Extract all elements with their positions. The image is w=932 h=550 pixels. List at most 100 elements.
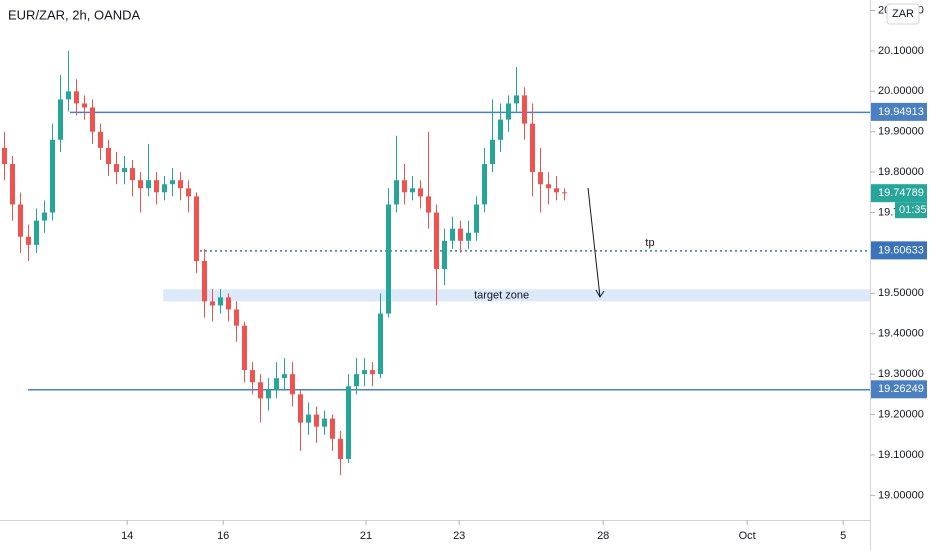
target-zone [163, 289, 870, 302]
y-tick-label: 19.90000 [878, 126, 924, 138]
candle-body [338, 438, 343, 459]
candle-body [546, 184, 551, 189]
currency-button[interactable] [886, 3, 920, 25]
candle-body [122, 168, 127, 173]
candle-body [530, 123, 535, 173]
chart-title: EUR/ZAR, 2h, OANDA [8, 7, 141, 22]
candle-body [442, 240, 447, 270]
candle-body [466, 232, 471, 241]
arrow-head [595, 289, 605, 298]
x-tick-label: 5 [840, 530, 846, 542]
candle-body [42, 212, 47, 221]
x-tick-label: 21 [360, 530, 372, 542]
candle-body [490, 139, 495, 165]
candle-body [554, 188, 559, 193]
candle-body [154, 180, 159, 193]
candle-body [210, 301, 215, 306]
candle-body [562, 192, 567, 194]
x-tick-label: 23 [453, 530, 465, 542]
candle-body [322, 418, 327, 427]
level-price-tag [871, 241, 927, 260]
level-price-tag-label: 19.26249 [878, 383, 924, 395]
countdown-bg [895, 202, 927, 219]
candle-body [330, 418, 335, 439]
candle-body [218, 297, 223, 306]
candle-body [50, 139, 55, 213]
y-tick-label: 19.30000 [878, 368, 924, 380]
candle-body [434, 212, 439, 270]
candle-body [410, 188, 415, 193]
candle-body [106, 147, 111, 165]
candle-body [378, 313, 383, 375]
candle-body [226, 297, 231, 310]
candle-body [418, 188, 423, 197]
candle-body [98, 131, 103, 148]
y-tick-label: 19.10000 [878, 449, 924, 461]
candle-body [474, 204, 479, 233]
candle-body [194, 196, 199, 262]
x-tick-label: Oct [739, 530, 756, 542]
candle-body [402, 180, 407, 193]
candle-body [258, 382, 263, 399]
candle-body [498, 119, 503, 140]
x-tick-label: 14 [121, 530, 133, 542]
y-tick-label: 19.40000 [878, 328, 924, 340]
y-tick-label: 19.80000 [878, 166, 924, 178]
candle-body [274, 378, 279, 391]
candle-body [18, 204, 23, 237]
level-label: tp [645, 237, 654, 249]
y-tick-label: 19.50000 [878, 287, 924, 299]
candle-body [346, 386, 351, 459]
countdown: 01:35 [899, 204, 927, 216]
candle-body [450, 228, 455, 241]
candle-body [242, 325, 247, 371]
y-tick-label: 20.10000 [878, 45, 924, 57]
candle-body [2, 147, 7, 165]
candle-body [170, 180, 175, 185]
candle-body [178, 180, 183, 189]
candle-body [458, 228, 463, 241]
y-tick-label: 19.00000 [878, 489, 924, 501]
candle-body [146, 180, 151, 189]
candle-body [130, 168, 135, 181]
candle-body [290, 374, 295, 395]
level-price-tag-label: 19.94913 [878, 106, 924, 118]
candle-body [26, 236, 31, 245]
candle-body [314, 414, 319, 427]
candle-body [354, 374, 359, 387]
candle-body [522, 95, 527, 124]
candle-body [482, 164, 487, 205]
candle-body [514, 95, 519, 104]
y-tick-label: 19.20000 [878, 408, 924, 420]
candle-body [266, 390, 271, 399]
currency-button-label[interactable]: ZAR [892, 8, 914, 20]
zone-label: target zone [474, 289, 529, 301]
candle-body [370, 370, 375, 375]
candle-body [202, 261, 207, 302]
candle-body [34, 220, 39, 245]
candle-body [298, 394, 303, 423]
candle-body [282, 374, 287, 379]
candle-body [66, 91, 71, 100]
candle-body [82, 103, 87, 108]
candle-body [362, 370, 367, 375]
candle-body [306, 414, 311, 423]
candle-body [74, 91, 79, 104]
y-tick-label: 20.00000 [878, 85, 924, 97]
candle-body [186, 188, 191, 197]
candle-body [538, 172, 543, 185]
current-price-tag-label: 19.74789 [878, 187, 924, 199]
candle-body [506, 103, 511, 120]
x-tick-label: 16 [217, 530, 229, 542]
candle-body [426, 196, 431, 213]
x-tick-label: 28 [597, 530, 609, 542]
candle-body [394, 180, 399, 205]
candle-body [10, 164, 15, 205]
candle-body [162, 184, 167, 193]
candle-body [386, 204, 391, 314]
level-price-tag-label: 19.60633 [878, 244, 924, 256]
candle-body [250, 370, 255, 383]
candle-body [58, 99, 63, 140]
candle-body [114, 164, 119, 173]
